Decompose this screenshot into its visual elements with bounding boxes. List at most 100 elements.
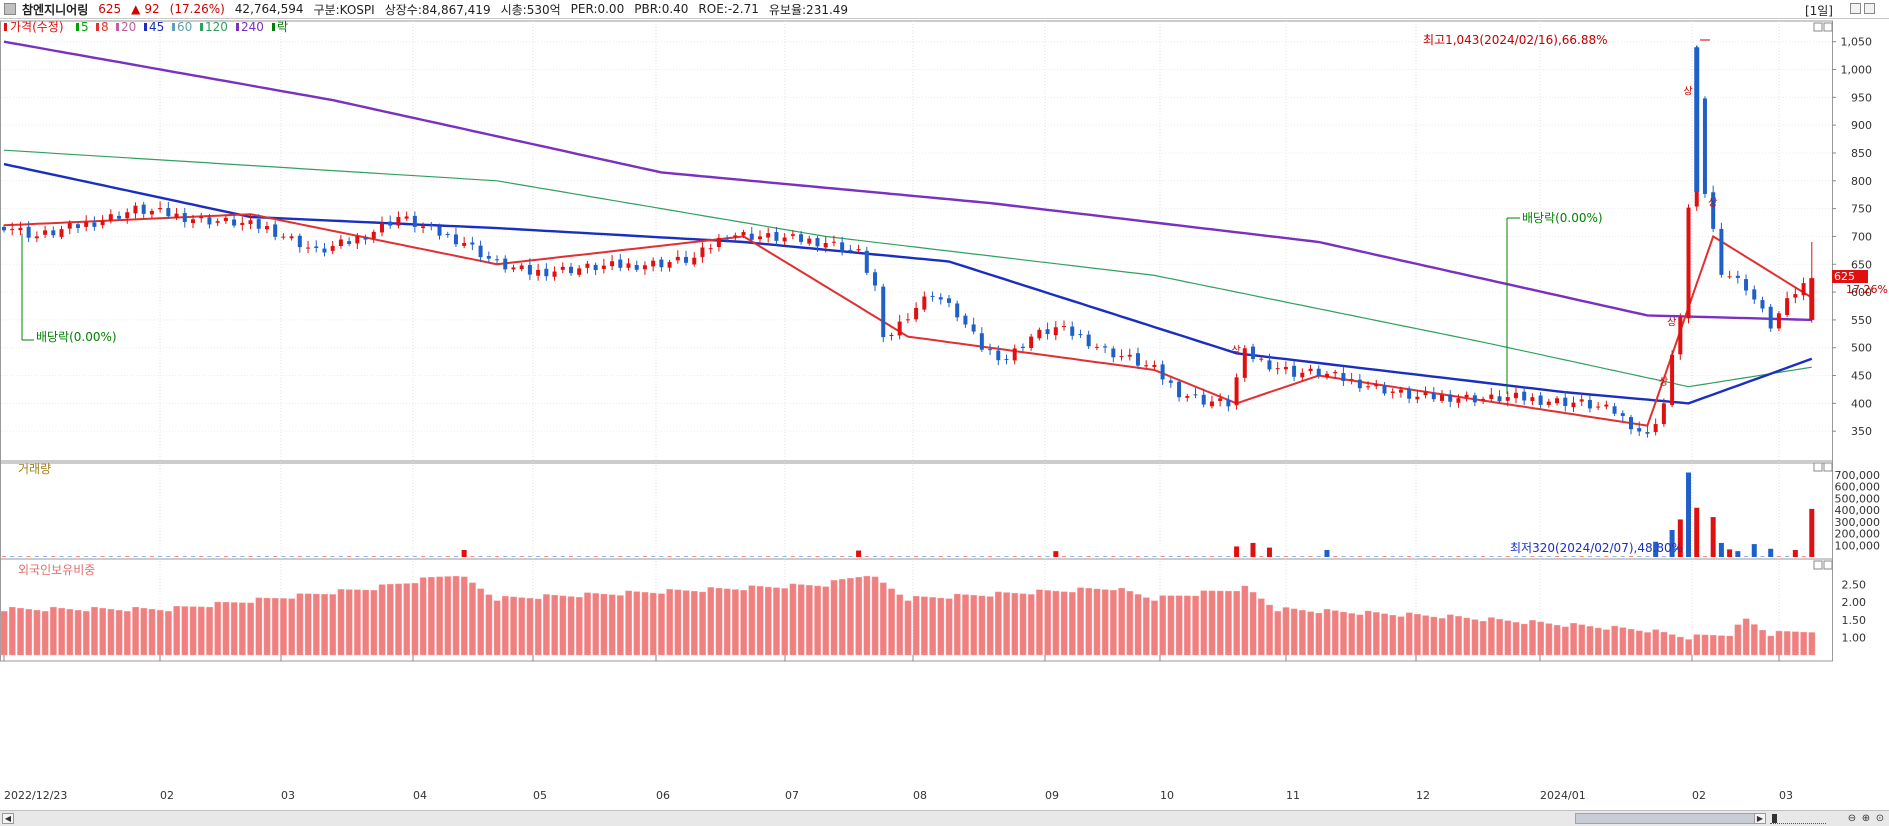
foreign-ownership-bar <box>978 595 986 656</box>
scroll-right-icon[interactable]: ▶ <box>1754 813 1766 824</box>
candle-body <box>495 259 500 261</box>
candle-body <box>988 349 993 351</box>
foreign-panel-label: 외국인보유비중 <box>18 563 95 577</box>
foreign-ownership-bar <box>1085 588 1093 656</box>
foreign-ownership-bar <box>1364 610 1372 656</box>
candle-body <box>1776 313 1781 329</box>
foreign-ownership-bar <box>247 602 254 656</box>
volume-bar <box>856 550 862 557</box>
foreign-ownership-bar <box>740 590 747 656</box>
horizontal-scrollbar[interactable]: ◀ ▶ ⊖ ⊕ ⊙ <box>0 810 1889 826</box>
foreign-ownership-bar <box>830 580 838 656</box>
candle-body <box>1793 294 1798 298</box>
legend-ma-marker <box>144 23 147 31</box>
zoom-reset-icon[interactable]: ⊙ <box>1875 813 1885 824</box>
foreign-ownership-bar <box>198 606 205 656</box>
candle-body <box>552 271 557 277</box>
candle-body <box>1563 397 1568 406</box>
foreign-ownership-bar <box>756 586 764 656</box>
foreign-ownership-bar <box>863 575 871 656</box>
foreign-ownership-bar <box>1077 587 1084 656</box>
last-pct-tag: 17.26% <box>1846 283 1888 296</box>
foreign-ownership-bar <box>1792 631 1799 656</box>
candle-body <box>1357 379 1362 389</box>
foreign-ownership-bar <box>1307 611 1314 656</box>
slider-knob[interactable] <box>1772 814 1777 823</box>
period-selector[interactable]: [1일] <box>1804 4 1833 18</box>
maximize-button[interactable] <box>1850 3 1861 14</box>
limit-up-marker: 상 <box>1708 197 1717 209</box>
candle-body <box>108 214 113 221</box>
date-tick-label: 06 <box>656 789 670 802</box>
date-tick-label: 09 <box>1045 789 1059 802</box>
foreign-ownership-bar <box>543 594 550 656</box>
foreign-ownership-bar <box>576 597 583 656</box>
foreign-ownership-bar <box>1512 622 1520 656</box>
date-tick-label: 04 <box>413 789 427 802</box>
candle-body <box>1440 394 1445 401</box>
candle-body <box>199 216 204 219</box>
candle-body <box>429 225 434 227</box>
foreign-ownership-bar <box>592 593 600 656</box>
candle-body <box>1604 404 1609 407</box>
foreign-ownership-bar <box>814 585 821 656</box>
candle-body <box>1004 359 1009 361</box>
candle-body <box>1070 326 1075 336</box>
candle-body <box>1760 300 1765 309</box>
foreign-ownership-bar <box>403 583 411 656</box>
candle-body <box>1135 353 1140 366</box>
zoom-out-icon[interactable]: ⊖ <box>1847 813 1857 824</box>
volume-bar <box>1710 517 1716 557</box>
foreign-ownership-bar <box>551 594 558 656</box>
foreign-ownership-panel <box>0 575 1816 656</box>
candle-body <box>1193 394 1198 396</box>
candle-body <box>503 258 508 270</box>
current-price: 625 <box>98 2 122 16</box>
scroll-left-icon[interactable]: ◀ <box>2 813 14 824</box>
legend-ma-label: 45 <box>149 20 164 34</box>
candle-body <box>675 256 680 261</box>
scroll-thumb[interactable] <box>1575 813 1765 824</box>
listed-shares: 상장수:84,867,419 <box>384 2 491 17</box>
foreign-ownership-bar <box>1783 631 1791 656</box>
legend-ma-label: 20 <box>121 20 136 34</box>
candle-body <box>946 298 951 303</box>
candle-body <box>1094 346 1099 348</box>
candle-body <box>651 260 656 267</box>
foreign-ownership-bar <box>502 596 509 656</box>
price-tick-label: 1,000 <box>1841 64 1873 77</box>
candle-body <box>371 231 376 239</box>
foreign-ownership-bar <box>173 606 180 656</box>
candle-body <box>1127 354 1132 357</box>
foreign-ownership-bar <box>329 594 337 656</box>
candle-body <box>306 247 311 249</box>
candle-body <box>1349 379 1354 381</box>
candle-body <box>43 230 48 235</box>
time-range-slider[interactable] <box>1770 814 1826 824</box>
zoom-in-icon[interactable]: ⊕ <box>1861 813 1871 824</box>
ma-8-line <box>3 213 1813 427</box>
candle-body <box>149 210 154 215</box>
foreign-ownership-bar <box>658 593 665 656</box>
foreign-ownership-bar <box>91 606 98 656</box>
candle-body <box>873 272 878 286</box>
foreign-ownership-bar <box>1520 623 1528 656</box>
close-button[interactable] <box>1864 3 1875 14</box>
market-cap: 시총:530억 <box>500 2 561 17</box>
foreign-ownership-bar <box>617 595 624 656</box>
foreign-ownership-bar <box>1677 636 1684 656</box>
candle-body <box>84 221 89 227</box>
foreign-ownership-bar <box>1496 618 1503 656</box>
low-annotation: 최저320(2024/02/07),48.80% <box>1510 541 1683 555</box>
foreign-ownership-bar <box>1562 626 1569 656</box>
candle-body <box>1448 394 1453 402</box>
volume-bar <box>1324 549 1330 557</box>
ma-120-line <box>3 149 1812 388</box>
candle-body <box>1020 346 1025 349</box>
foreign-ownership-bar <box>847 578 854 656</box>
foreign-ownership-bar <box>912 595 920 656</box>
foreign-ownership-bar <box>304 593 312 656</box>
foreign-ownership-bar <box>649 592 657 656</box>
candle-body <box>930 295 935 297</box>
foreign-ownership-bar <box>469 582 476 656</box>
